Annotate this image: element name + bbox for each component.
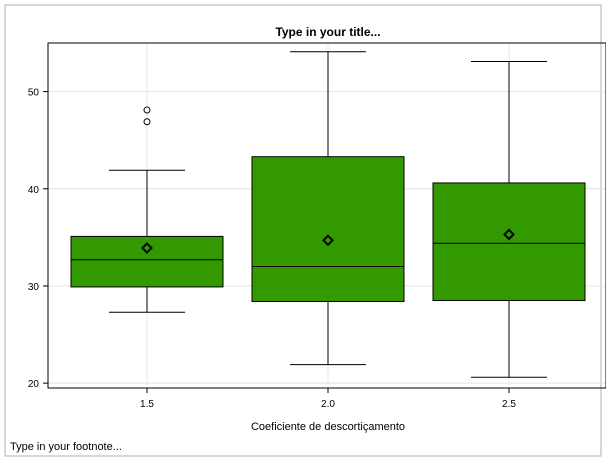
x-tick-label: 2.5	[502, 399, 516, 410]
footnote: Type in your footnote...	[10, 441, 122, 453]
mean-marker	[141, 242, 153, 254]
y-tick-label: 30	[28, 282, 40, 293]
plot-area-frame	[47, 42, 606, 389]
y-tick-label: 20	[28, 379, 40, 390]
chart-title: Type in your title...	[275, 25, 380, 39]
y-tick-label: 40	[28, 185, 40, 196]
x-tick-label: 2.0	[321, 399, 335, 410]
axis-layer: 20 30 40 50 1.5 2.0 2.5	[28, 88, 517, 410]
box-iqr	[432, 182, 586, 302]
x-axis-label: Coeficiente de descortiçamento	[251, 421, 405, 433]
y-tick-label: 50	[28, 88, 40, 99]
mean-marker	[322, 234, 334, 247]
outlier-point	[143, 106, 151, 114]
box-iqr	[251, 156, 405, 303]
x-tick-label: 1.5	[140, 399, 154, 410]
mean-marker	[503, 228, 515, 241]
box-layer	[70, 51, 586, 378]
outlier-point	[143, 118, 151, 126]
